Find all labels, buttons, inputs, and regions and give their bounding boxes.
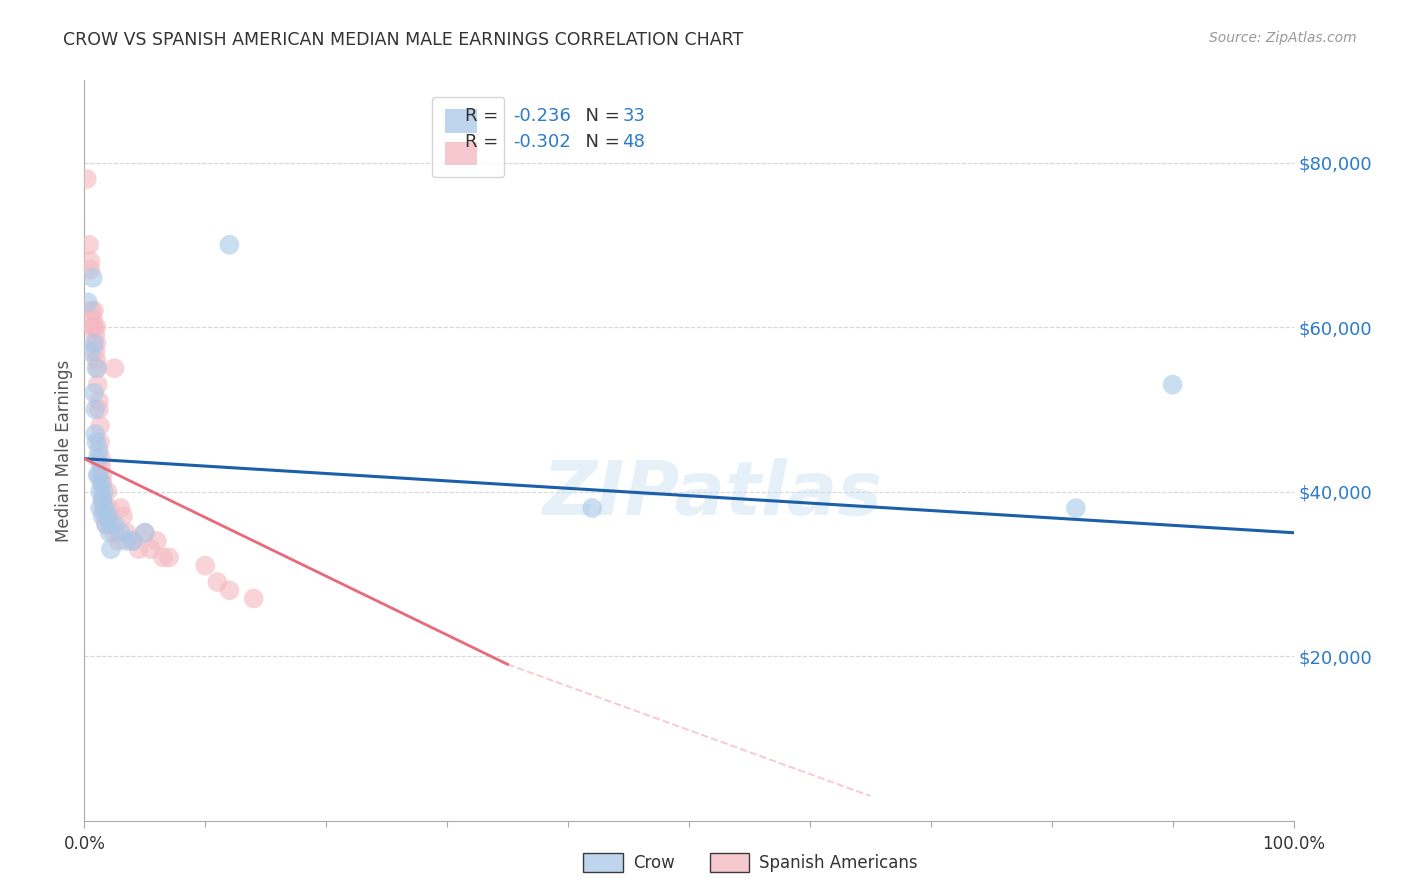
- Text: Spanish Americans: Spanish Americans: [759, 854, 918, 871]
- Point: [1161, 377, 1184, 392]
- Point: [107, 533, 129, 548]
- Point: [89, 418, 111, 433]
- Point: [94, 501, 117, 516]
- Point: [87, 468, 110, 483]
- Point: [581, 501, 603, 516]
- Y-axis label: Median Male Earnings: Median Male Earnings: [55, 359, 73, 541]
- Point: [104, 517, 127, 532]
- Point: [89, 484, 111, 499]
- Text: R =: R =: [465, 107, 505, 125]
- Point: [97, 501, 120, 516]
- Point: [121, 533, 143, 548]
- Point: [86, 353, 108, 368]
- Point: [89, 501, 111, 516]
- Point: [93, 501, 115, 516]
- Point: [79, 262, 101, 277]
- Text: N =: N =: [574, 107, 626, 125]
- Point: [77, 295, 100, 310]
- Point: [128, 542, 150, 557]
- Point: [100, 517, 122, 532]
- Point: [218, 583, 240, 598]
- Point: [83, 303, 105, 318]
- Point: [83, 320, 105, 334]
- Point: [84, 427, 107, 442]
- Text: -0.236: -0.236: [513, 107, 571, 125]
- Text: Crow: Crow: [633, 854, 675, 871]
- Point: [84, 328, 107, 343]
- Point: [121, 533, 143, 548]
- Point: [194, 558, 217, 573]
- Point: [86, 361, 108, 376]
- Point: [94, 517, 117, 532]
- Point: [91, 492, 114, 507]
- Point: [90, 451, 112, 466]
- Point: [91, 468, 114, 483]
- Legend: , : ,: [432, 96, 505, 178]
- Point: [86, 435, 108, 450]
- Point: [91, 476, 114, 491]
- Point: [76, 172, 98, 186]
- Text: 48: 48: [623, 134, 645, 152]
- Point: [242, 591, 264, 606]
- Point: [152, 550, 174, 565]
- Point: [1064, 501, 1087, 516]
- Point: [115, 533, 138, 548]
- Point: [91, 492, 114, 507]
- Text: CROW VS SPANISH AMERICAN MEDIAN MALE EARNINGS CORRELATION CHART: CROW VS SPANISH AMERICAN MEDIAN MALE EAR…: [63, 31, 744, 49]
- Text: N =: N =: [574, 134, 626, 152]
- Point: [82, 311, 104, 326]
- Point: [79, 254, 101, 268]
- Text: -0.302: -0.302: [513, 134, 571, 152]
- Point: [83, 385, 105, 400]
- Point: [82, 270, 104, 285]
- Point: [84, 402, 107, 417]
- Point: [86, 361, 108, 376]
- Point: [87, 443, 110, 458]
- Point: [77, 237, 100, 252]
- Point: [93, 484, 115, 499]
- Point: [97, 509, 120, 524]
- Text: ZIPatlas: ZIPatlas: [543, 458, 883, 532]
- Point: [115, 525, 138, 540]
- Point: [134, 525, 156, 540]
- Point: [112, 509, 135, 524]
- Text: Source: ZipAtlas.com: Source: ZipAtlas.com: [1209, 31, 1357, 45]
- Point: [87, 394, 110, 409]
- Point: [110, 501, 132, 516]
- Point: [134, 525, 156, 540]
- Point: [104, 361, 127, 376]
- Point: [90, 459, 112, 474]
- Point: [94, 509, 117, 524]
- Point: [146, 533, 169, 548]
- Point: [82, 320, 104, 334]
- Point: [90, 476, 112, 491]
- Point: [87, 402, 110, 417]
- Point: [86, 336, 108, 351]
- Point: [94, 517, 117, 532]
- Text: R =: R =: [465, 134, 505, 152]
- Point: [83, 336, 105, 351]
- Point: [86, 377, 108, 392]
- Point: [207, 575, 229, 590]
- Point: [86, 451, 108, 466]
- Point: [89, 435, 111, 450]
- Point: [96, 484, 118, 499]
- Point: [84, 344, 107, 359]
- Point: [157, 550, 180, 565]
- Point: [104, 525, 127, 540]
- Point: [79, 344, 101, 359]
- Text: 33: 33: [623, 107, 645, 125]
- Point: [139, 542, 162, 557]
- Point: [80, 303, 103, 318]
- Point: [218, 237, 240, 252]
- Point: [86, 320, 108, 334]
- Point: [98, 525, 121, 540]
- Point: [86, 468, 108, 483]
- Point: [100, 542, 122, 557]
- Point: [91, 509, 114, 524]
- Point: [110, 525, 132, 540]
